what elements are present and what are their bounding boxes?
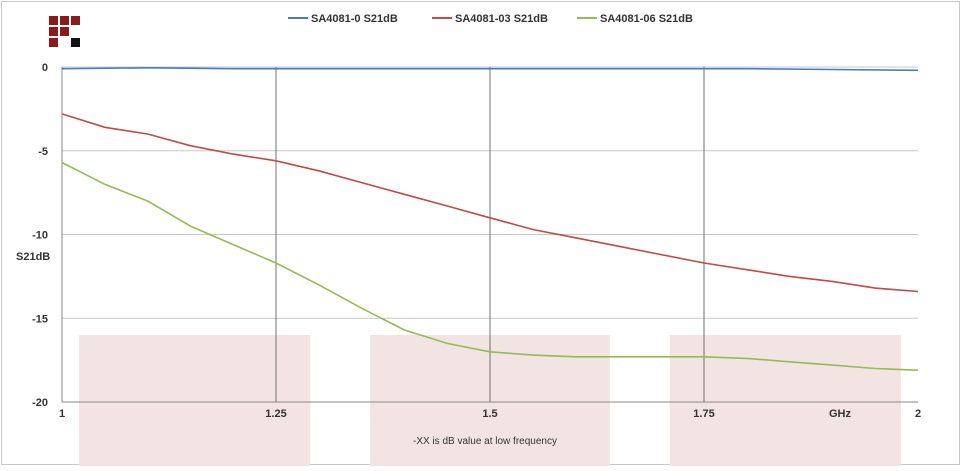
x-tick-label: 1 bbox=[59, 408, 65, 420]
series-line-0 bbox=[61, 67, 919, 72]
logo-square-2 bbox=[71, 16, 80, 25]
series-line-1 bbox=[61, 113, 919, 293]
x-tick-label: 2 bbox=[915, 408, 921, 420]
y-axis-label: S21dB bbox=[16, 251, 50, 263]
annotation-text: -XX is dB value at low frequency bbox=[413, 436, 557, 447]
y-tick-label: 0 bbox=[42, 62, 48, 74]
logo-square-5 bbox=[49, 38, 58, 47]
x-tick-label: 1.25 bbox=[265, 408, 286, 420]
y-tick-label: -20 bbox=[32, 397, 48, 409]
series-line-2 bbox=[61, 161, 919, 371]
y-tick-label: -10 bbox=[32, 230, 48, 242]
logo-square-6 bbox=[71, 38, 80, 47]
x-tick-label: 1.75 bbox=[693, 408, 714, 420]
highlight-band-0 bbox=[79, 335, 311, 466]
y-tick-label: -5 bbox=[38, 146, 48, 158]
logo-square-4 bbox=[60, 27, 69, 36]
x-axis-label: GHz bbox=[829, 408, 852, 420]
legend-label-1: SA4081-03 S21dB bbox=[455, 13, 548, 25]
legend-label-2: SA4081-06 S21dB bbox=[600, 13, 693, 25]
logo-square-3 bbox=[49, 27, 58, 36]
logo-square-1 bbox=[60, 16, 69, 25]
logo-square-0 bbox=[49, 16, 58, 25]
y-tick-label: -15 bbox=[32, 313, 48, 325]
legend-label-0: SA4081-0 S21dB bbox=[311, 13, 398, 25]
x-tick-label: 1.5 bbox=[482, 408, 497, 420]
